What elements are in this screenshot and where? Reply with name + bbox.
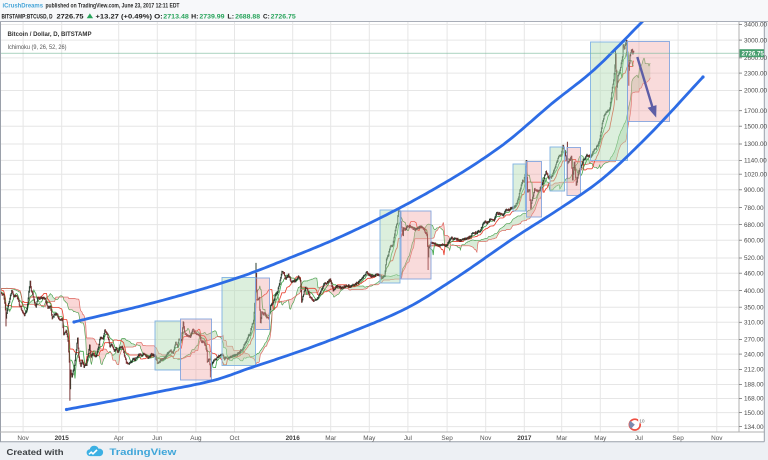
svg-text:Nov: Nov	[711, 435, 723, 442]
svg-text:680.00: 680.00	[744, 222, 764, 229]
svg-text:May: May	[594, 435, 607, 442]
svg-text:2713.48: 2713.48	[163, 14, 189, 21]
svg-text:212.00: 212.00	[744, 367, 764, 374]
svg-text:2017: 2017	[517, 435, 532, 442]
svg-text:1500.00: 1500.00	[744, 123, 768, 130]
svg-text:Jul: Jul	[404, 435, 412, 442]
svg-text:L:: L:	[227, 14, 234, 21]
svg-text:600.00: 600.00	[744, 237, 764, 244]
svg-text:2739.99: 2739.99	[199, 14, 225, 21]
svg-text:150.00: 150.00	[744, 410, 764, 417]
svg-text:O:: O:	[154, 14, 163, 21]
svg-text:Jun: Jun	[152, 435, 163, 442]
svg-text:Oct: Oct	[230, 435, 240, 442]
svg-text:Mar: Mar	[556, 435, 568, 442]
svg-text:310.00: 310.00	[744, 320, 764, 327]
svg-text:Sep: Sep	[441, 435, 453, 442]
svg-text:Nov: Nov	[17, 435, 29, 442]
svg-text:Aug: Aug	[190, 435, 202, 442]
svg-text:iCrushDreams: iCrushDreams	[3, 3, 44, 10]
svg-text:3400.00: 3400.00	[744, 22, 768, 29]
svg-text:Nov: Nov	[480, 435, 492, 442]
svg-text:10: 10	[639, 419, 645, 425]
svg-text:2726.75: 2726.75	[271, 14, 297, 21]
svg-text:134.00: 134.00	[744, 424, 764, 431]
svg-text:350.00: 350.00	[744, 304, 764, 311]
svg-text:270.00: 270.00	[744, 337, 764, 344]
svg-text:168.00: 168.00	[744, 396, 764, 403]
svg-text:Jul: Jul	[635, 435, 643, 442]
svg-text:1020.00: 1020.00	[744, 171, 768, 178]
svg-text:Mar: Mar	[325, 435, 337, 442]
svg-text:Bitcoin / Dollar, D, BITSTAMP: Bitcoin / Dollar, D, BITSTAMP	[8, 31, 92, 38]
svg-text:published on TradingView.com,: published on TradingView.com, June 23, 2…	[46, 3, 180, 10]
svg-text:2600.00: 2600.00	[744, 55, 768, 62]
svg-text:780.00: 780.00	[744, 205, 764, 212]
svg-text:1300.00: 1300.00	[744, 141, 768, 148]
svg-text:1140.00: 1140.00	[744, 158, 767, 165]
svg-text:2000.00: 2000.00	[744, 88, 768, 95]
svg-text:460.00: 460.00	[744, 270, 764, 277]
svg-text:BITSTAMP:BTCUSD, D: BITSTAMP:BTCUSD, D	[2, 14, 53, 21]
svg-text:400.00: 400.00	[744, 288, 764, 295]
svg-text:May: May	[363, 435, 376, 442]
svg-text:520.00: 520.00	[744, 255, 764, 262]
svg-text:Sep: Sep	[672, 435, 684, 442]
svg-text:Created with: Created with	[7, 448, 64, 457]
svg-text:2688.88: 2688.88	[235, 14, 260, 21]
svg-text:Ichimoku (9, 26, 52, 26): Ichimoku (9, 26, 52, 26)	[8, 45, 67, 51]
svg-text:900.00: 900.00	[744, 187, 764, 194]
svg-text:C:: C:	[263, 14, 270, 21]
svg-text:2726.75: 2726.75	[57, 14, 84, 21]
svg-text:2015: 2015	[55, 435, 70, 442]
svg-text:240.00: 240.00	[744, 351, 764, 358]
svg-text:TradingView: TradingView	[109, 447, 177, 458]
svg-text:H:: H:	[191, 14, 198, 21]
svg-text:2016: 2016	[286, 435, 301, 442]
svg-text:1700.00: 1700.00	[744, 108, 768, 115]
svg-text:+13.27 (+0.49%): +13.27 (+0.49%)	[96, 14, 153, 21]
svg-text:2726.75: 2726.75	[742, 51, 765, 58]
svg-text:Apr: Apr	[114, 435, 125, 442]
svg-text:3000.00: 3000.00	[744, 37, 768, 44]
svg-text:2300.00: 2300.00	[744, 70, 768, 77]
svg-text:188.00: 188.00	[744, 382, 764, 389]
